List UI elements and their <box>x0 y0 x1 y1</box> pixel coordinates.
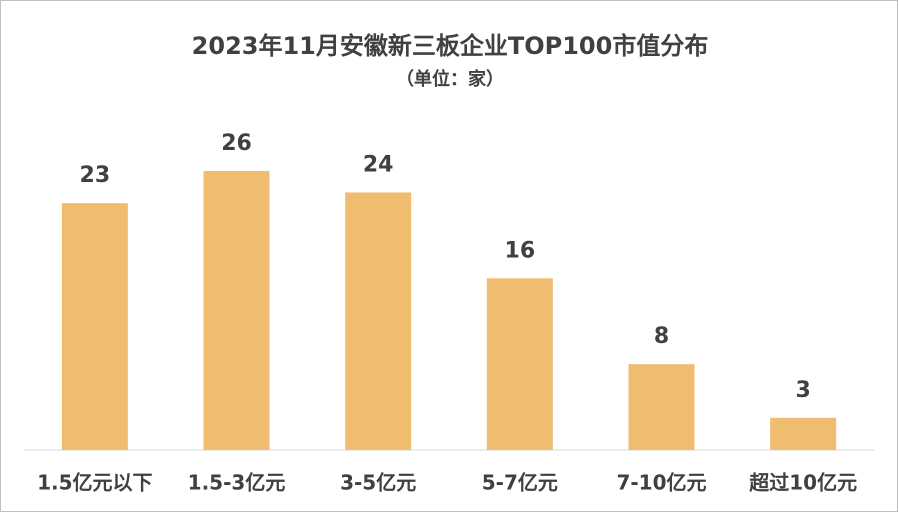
bar <box>770 417 837 450</box>
bar <box>203 171 270 450</box>
x-tick-label: 5-7亿元 <box>482 471 558 495</box>
bar <box>486 278 553 450</box>
x-tick-label: 1.5亿元以下 <box>37 471 152 495</box>
value-label: 16 <box>505 238 536 263</box>
bar <box>628 364 695 450</box>
bar <box>345 192 412 450</box>
value-label: 26 <box>221 131 252 156</box>
chart-title: 2023年11月安徽新三板企业TOP100市值分布 <box>192 32 709 60</box>
value-label: 8 <box>654 324 669 349</box>
chart-subtitle: （单位：家） <box>396 68 504 90</box>
x-tick-label: 超过10亿元 <box>748 471 857 495</box>
value-label: 24 <box>363 152 394 177</box>
value-label: 3 <box>796 378 811 403</box>
value-label: 23 <box>80 163 111 188</box>
bar <box>61 203 128 450</box>
x-tick-label: 7-10亿元 <box>616 471 706 495</box>
x-tick-label: 1.5-3亿元 <box>188 471 286 495</box>
x-tick-label: 3-5亿元 <box>340 471 416 495</box>
